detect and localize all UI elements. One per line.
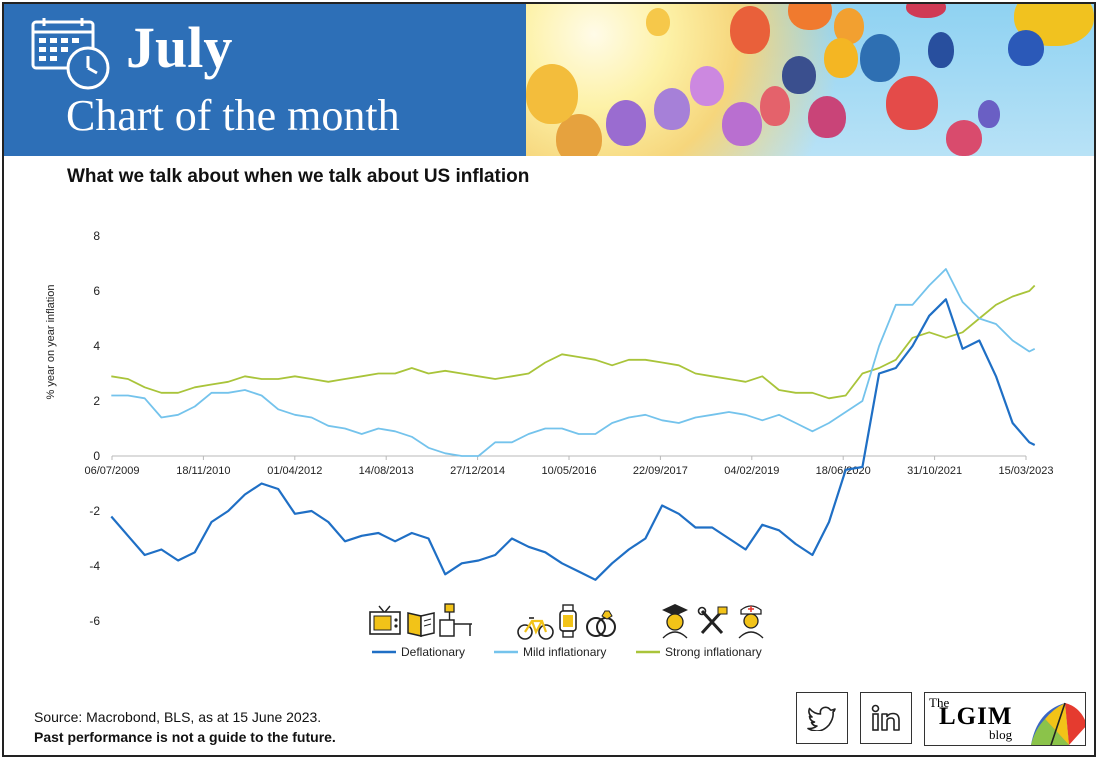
blog-lgim-text: LGIM [939, 703, 1013, 730]
linkedin-icon [871, 704, 900, 731]
twitter-icon [807, 706, 836, 731]
series-lines [110, 268, 1036, 581]
y-axis-ticks: -6 -4 -2 0 2 4 6 8 [89, 229, 100, 628]
books-icon [407, 612, 435, 637]
calendar-clock-icon [31, 18, 110, 90]
x-tick-label: 14/08/2013 [359, 465, 414, 477]
inflation-line-chart: -6 -4 -2 0 2 4 6 8 % year on year inflation 06/… [45, 229, 1054, 659]
y-tick-label: 6 [93, 284, 100, 298]
x-tick-label: 06/07/2009 [84, 465, 139, 477]
legend-label-strong: Strong inflationary [665, 645, 762, 659]
x-tick-label: 10/05/2016 [541, 465, 596, 477]
tv-icon [369, 605, 401, 635]
rings-icon [586, 610, 616, 637]
x-tick-label: 04/02/2019 [724, 465, 779, 477]
series-line-mild-inflationary [111, 268, 1036, 457]
y-tick-label: -6 [89, 614, 100, 628]
nurse-icon [738, 605, 764, 639]
graduate-icon [662, 604, 688, 639]
x-tick-label: 22/09/2017 [633, 465, 688, 477]
x-axis-ticks: 06/07/2009 18/11/2010 01/04/2012 14/08/2013… [84, 456, 1054, 477]
blog-word-text: blog [989, 727, 1013, 742]
twitter-button[interactable] [796, 692, 848, 744]
y-tick-label: 4 [93, 339, 100, 353]
header-banner: July Chart of the month [4, 4, 526, 156]
x-tick-label: 15/03/2023 [998, 465, 1053, 477]
x-tick-label: 31/10/2021 [907, 465, 962, 477]
chart-title: What we talk about when we talk about US… [67, 166, 530, 187]
umbrella-icon [1031, 702, 1085, 745]
series-line-strong-inflationary [111, 284, 1036, 400]
lgim-blog-logo[interactable]: The LGIM blog [924, 692, 1086, 746]
balloons-photo [526, 4, 1094, 156]
legend: Deflationary Mild inflationary Strong in… [369, 603, 764, 659]
y-tick-label: 2 [93, 394, 100, 408]
linkedin-button[interactable] [860, 692, 912, 744]
banner-subtitle: Chart of the month [66, 91, 400, 140]
y-tick-label: 0 [93, 449, 100, 463]
y-axis-label: % year on year inflation [45, 285, 57, 400]
blog-the-text: The [929, 695, 950, 710]
y-tick-label: -4 [89, 559, 100, 573]
source-note: Source: Macrobond, BLS, as at 15 June 20… [34, 709, 322, 725]
legend-label-mild: Mild inflationary [523, 645, 606, 659]
x-tick-label: 01/04/2012 [267, 465, 322, 477]
y-tick-label: -2 [89, 504, 100, 518]
bicycle-icon [517, 617, 554, 640]
furniture-lamp-icon [439, 603, 472, 637]
x-tick-label: 27/12/2014 [450, 465, 505, 477]
tools-icon [697, 606, 728, 635]
banner-month: July [126, 15, 233, 80]
legend-label-deflationary: Deflationary [401, 645, 465, 659]
disclaimer: Past performance is not a guide to the f… [34, 729, 336, 745]
x-tick-label: 18/11/2010 [176, 465, 230, 477]
smartwatch-icon [559, 604, 577, 638]
y-tick-label: 8 [93, 229, 100, 243]
series-line-deflationary [110, 298, 1036, 581]
